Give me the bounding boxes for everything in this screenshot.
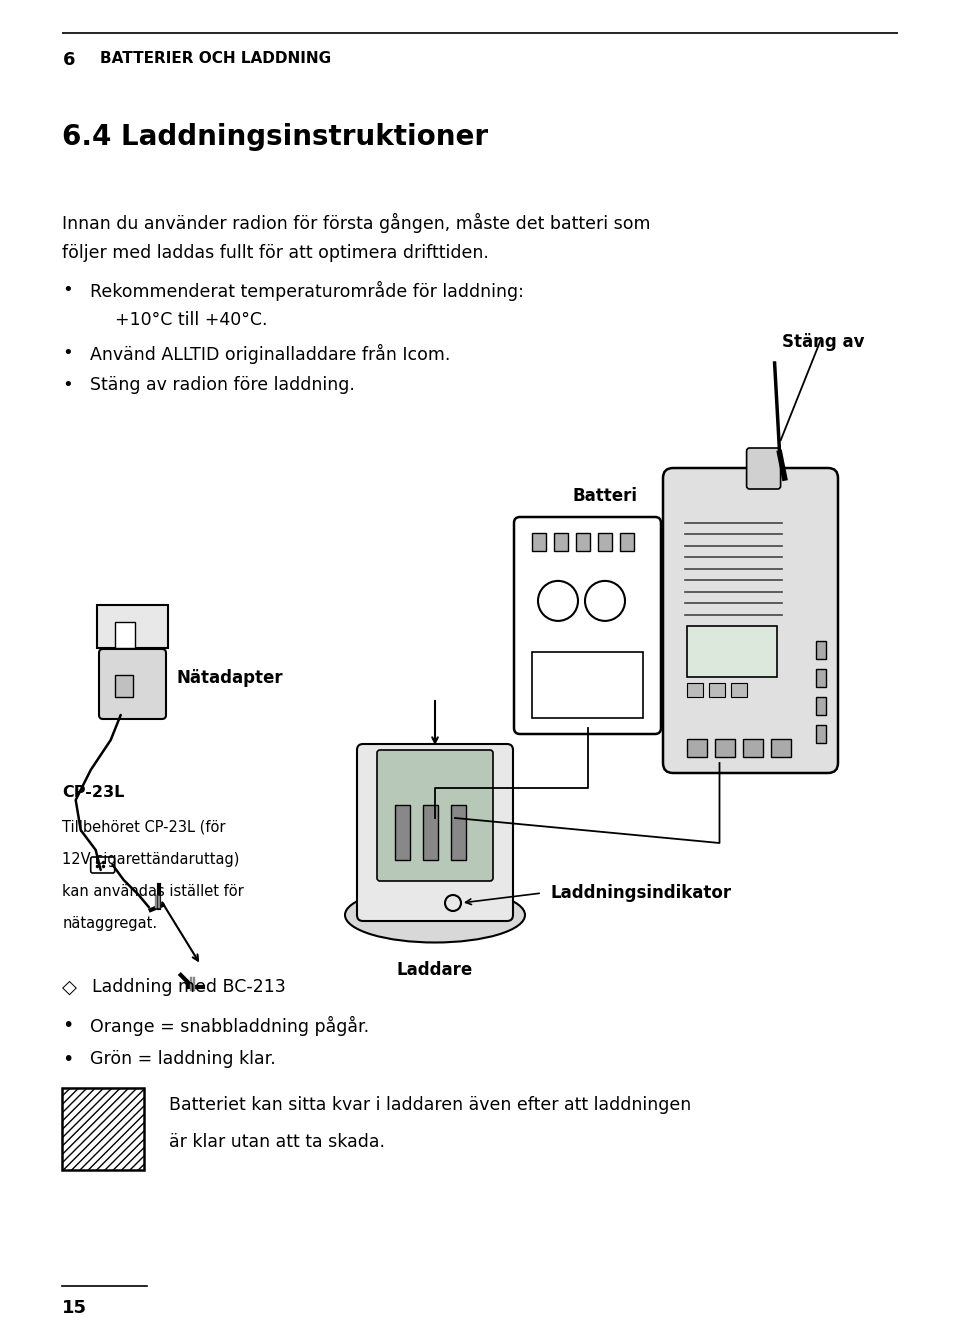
Text: Grön = laddning klar.: Grön = laddning klar. xyxy=(90,1050,276,1068)
Text: Batteriet kan sitta kvar i laddaren även efter att laddningen: Batteriet kan sitta kvar i laddaren även… xyxy=(169,1096,691,1113)
Text: Laddningsindikator: Laddningsindikator xyxy=(550,884,732,902)
Text: Stäng av radion före laddning.: Stäng av radion före laddning. xyxy=(90,376,355,393)
Text: 6: 6 xyxy=(62,51,75,68)
Bar xyxy=(620,533,634,551)
Bar xyxy=(532,533,546,551)
FancyBboxPatch shape xyxy=(747,449,780,489)
Text: •: • xyxy=(62,344,73,361)
Bar xyxy=(687,684,703,697)
Text: •: • xyxy=(62,281,73,299)
Ellipse shape xyxy=(345,888,525,943)
Bar xyxy=(423,804,438,860)
Bar xyxy=(816,669,826,688)
Text: Nätadapter: Nätadapter xyxy=(177,669,283,686)
Bar xyxy=(743,739,763,757)
FancyBboxPatch shape xyxy=(663,467,838,774)
FancyBboxPatch shape xyxy=(357,744,513,921)
Bar xyxy=(687,739,707,757)
Text: nätaggregat.: nätaggregat. xyxy=(62,916,157,931)
Bar xyxy=(687,626,777,677)
Bar xyxy=(816,641,826,659)
Bar xyxy=(598,533,612,551)
Text: ◇: ◇ xyxy=(62,978,78,997)
Text: 6.4 Laddningsinstruktioner: 6.4 Laddningsinstruktioner xyxy=(62,124,489,150)
Bar xyxy=(532,653,643,719)
Bar xyxy=(771,739,791,757)
Text: Batteri: Batteri xyxy=(572,488,637,505)
Text: Orange = snabbladdning pågår.: Orange = snabbladdning pågår. xyxy=(90,1017,370,1035)
Text: Innan du använder radion för första gången, måste det batteri som: Innan du använder radion för första gång… xyxy=(62,214,651,232)
Bar xyxy=(451,804,466,860)
Bar xyxy=(709,684,725,697)
Bar xyxy=(554,533,568,551)
Text: Laddning med BC-213: Laddning med BC-213 xyxy=(92,978,286,997)
FancyBboxPatch shape xyxy=(514,517,661,735)
Bar xyxy=(576,533,590,551)
Text: +10°C till +40°C.: +10°C till +40°C. xyxy=(115,310,268,329)
Text: Använd ALLTID originalladdare från Icom.: Använd ALLTID originalladdare från Icom. xyxy=(90,344,451,364)
Text: •: • xyxy=(62,376,73,393)
Bar xyxy=(715,739,735,757)
Bar xyxy=(115,676,133,697)
Text: 15: 15 xyxy=(62,1299,87,1317)
Text: Laddare: Laddare xyxy=(396,962,473,979)
Bar xyxy=(816,697,826,714)
Text: är klar utan att ta skada.: är klar utan att ta skada. xyxy=(169,1133,385,1151)
FancyBboxPatch shape xyxy=(97,604,168,649)
Text: Tillbehöret CP-23L (för: Tillbehöret CP-23L (för xyxy=(62,821,226,835)
Text: Stäng av: Stäng av xyxy=(781,333,864,351)
Text: Rekommenderat temperaturområde för laddning:: Rekommenderat temperaturområde för laddn… xyxy=(90,281,524,301)
Text: •: • xyxy=(62,1017,74,1035)
FancyBboxPatch shape xyxy=(377,749,493,881)
Bar xyxy=(731,684,747,697)
Bar xyxy=(816,725,826,743)
FancyBboxPatch shape xyxy=(99,649,166,719)
Text: CP-23L: CP-23L xyxy=(62,786,125,800)
Bar xyxy=(115,622,135,649)
Text: 12V cigarettändaruttag): 12V cigarettändaruttag) xyxy=(62,851,240,868)
FancyBboxPatch shape xyxy=(90,857,114,873)
Text: •: • xyxy=(62,1050,74,1069)
Text: BATTERIER OCH LADDNING: BATTERIER OCH LADDNING xyxy=(101,51,331,66)
Text: kan användas istället för: kan användas istället för xyxy=(62,884,244,898)
Bar xyxy=(62,1088,144,1170)
Bar xyxy=(395,804,410,860)
Text: följer med laddas fullt för att optimera drifttiden.: följer med laddas fullt för att optimera… xyxy=(62,244,490,262)
